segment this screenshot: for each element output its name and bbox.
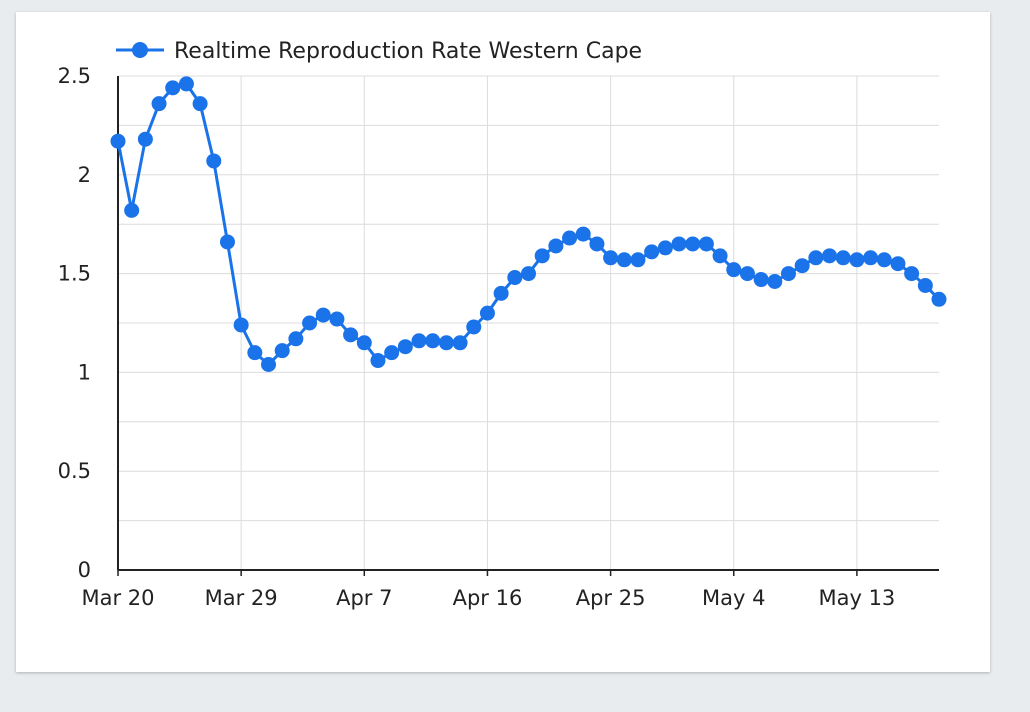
- data-point: [575, 226, 591, 242]
- x-tick-label: Apr 16: [453, 586, 523, 610]
- data-point: [671, 236, 687, 252]
- x-tick-label: Mar 20: [81, 586, 154, 610]
- data-point: [931, 291, 947, 307]
- data-points: [110, 76, 947, 372]
- data-point: [261, 357, 277, 372]
- data-point: [329, 311, 345, 327]
- data-point: [137, 131, 153, 147]
- data-point: [603, 250, 619, 266]
- axes: [117, 76, 939, 576]
- data-point: [739, 266, 755, 282]
- y-tick-label: 1.5: [58, 262, 91, 286]
- grid-lines: [118, 75, 939, 571]
- legend-label: Realtime Reproduction Rate Western Cape: [174, 39, 642, 64]
- data-point: [466, 319, 482, 335]
- y-tick-label: 0.5: [58, 459, 91, 483]
- data-point: [192, 96, 208, 112]
- x-tick-label: May 4: [702, 586, 765, 610]
- data-point: [452, 335, 468, 351]
- data-point: [233, 317, 249, 333]
- legend-marker-icon: [132, 42, 148, 58]
- data-point: [302, 315, 318, 331]
- data-point: [356, 335, 372, 351]
- data-point: [124, 202, 140, 218]
- data-point: [479, 305, 495, 321]
- data-point: [890, 256, 906, 272]
- data-point: [644, 244, 660, 260]
- x-tick-labels: Mar 20 Mar 29 Apr 7 Apr 16 Apr 25 May 4 May 13: [81, 586, 895, 610]
- chart-svg: 0 0.5 1 1.5 2 2.5 Mar 20 Mar 29 Apr 7 Apr 16 Apr …: [58, 39, 947, 610]
- y-tick-label: 1: [78, 360, 91, 384]
- data-point: [493, 285, 509, 301]
- data-point: [685, 236, 701, 252]
- y-tick-label: 2.5: [58, 64, 91, 88]
- data-point: [219, 234, 235, 250]
- data-point: [616, 252, 632, 268]
- data-point: [562, 230, 578, 246]
- data-point: [397, 339, 413, 355]
- data-point: [753, 272, 769, 288]
- data-point: [315, 307, 331, 323]
- data-point: [178, 76, 194, 92]
- data-point: [712, 248, 728, 264]
- data-point: [808, 250, 824, 266]
- data-point: [151, 96, 167, 112]
- data-point: [343, 327, 359, 343]
- data-point: [849, 252, 865, 268]
- data-point: [370, 353, 386, 369]
- data-point: [521, 266, 536, 282]
- data-point: [411, 333, 427, 349]
- data-point: [698, 236, 714, 252]
- data-point: [438, 335, 454, 351]
- data-point: [507, 270, 523, 286]
- data-point: [876, 252, 892, 268]
- data-point: [206, 153, 222, 169]
- x-tick-label: Apr 7: [336, 586, 392, 610]
- x-tick-label: Mar 29: [205, 586, 278, 610]
- data-point: [822, 248, 838, 264]
- data-point: [548, 238, 564, 254]
- data-point: [863, 250, 879, 266]
- data-point: [917, 277, 933, 293]
- data-point: [835, 250, 851, 266]
- data-point: [288, 331, 304, 347]
- data-point: [657, 240, 673, 256]
- legend: Realtime Reproduction Rate Western Cape: [116, 39, 642, 64]
- data-point: [165, 80, 181, 96]
- data-point: [767, 274, 783, 289]
- data-point: [904, 266, 920, 282]
- y-tick-labels: 0 0.5 1 1.5 2 2.5: [58, 64, 91, 582]
- data-point: [110, 133, 126, 149]
- data-point: [425, 333, 441, 349]
- x-tick-label: May 13: [818, 586, 895, 610]
- x-tick-label: Apr 25: [576, 586, 646, 610]
- chart-card: 0 0.5 1 1.5 2 2.5 Mar 20 Mar 29 Apr 7 Apr 16 Apr …: [16, 12, 990, 672]
- data-point: [534, 248, 550, 264]
- y-tick-label: 0: [78, 558, 91, 582]
- data-point: [589, 236, 605, 252]
- data-point: [794, 258, 810, 274]
- data-point: [780, 266, 796, 282]
- data-point: [726, 262, 742, 278]
- y-tick-label: 2: [78, 163, 91, 187]
- data-point: [630, 252, 646, 268]
- data-point: [274, 343, 290, 359]
- data-point: [384, 345, 400, 361]
- data-point: [247, 345, 263, 361]
